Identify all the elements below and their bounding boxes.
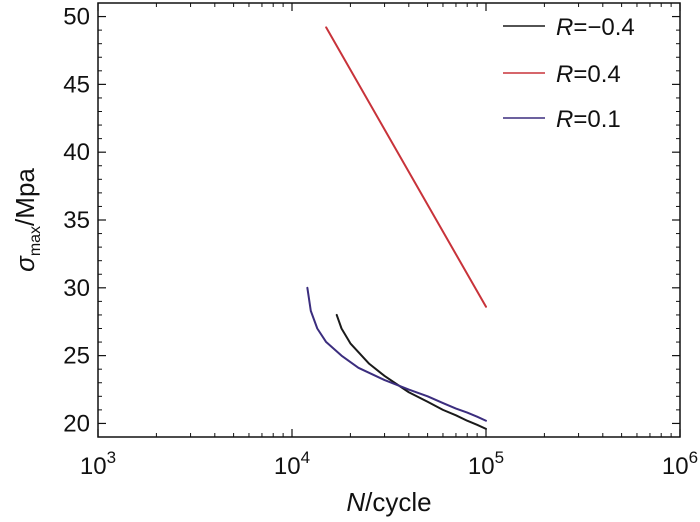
legend-label-r-04: R=0.4 [556,61,621,88]
series-line-0 [335,313,487,430]
series-line-1 [325,26,487,308]
series-line-2 [306,286,487,422]
legend-label-r-01: R=0.1 [556,106,621,133]
y-tick-label: 45 [63,71,90,98]
y-tick-label: 40 [63,139,90,166]
series-layer [306,26,487,430]
y-axis-label: σmax/Mpa [10,168,44,272]
y-tick-label: 50 [63,4,90,31]
x-tick-labels: 103 104 105 106 [80,448,698,480]
x-tick-label: 105 [468,448,504,480]
legend-label-r-neg04: R=−0.4 [556,14,635,41]
y-tick-labels: 20 25 30 35 40 45 50 [63,4,90,438]
x-tick-label: 104 [274,448,310,480]
y-tick-label: 30 [63,275,90,302]
y-tick-label: 20 [63,410,90,437]
axis-ticks [97,2,681,438]
x-tick-label: 103 [80,448,116,480]
y-tick-label: 35 [63,207,90,234]
legend: R=−0.4 R=0.4 R=0.1 [503,14,635,133]
x-axis-label: N/cycle [346,487,431,517]
x-tick-label: 106 [662,448,698,480]
y-tick-label: 25 [63,343,90,370]
